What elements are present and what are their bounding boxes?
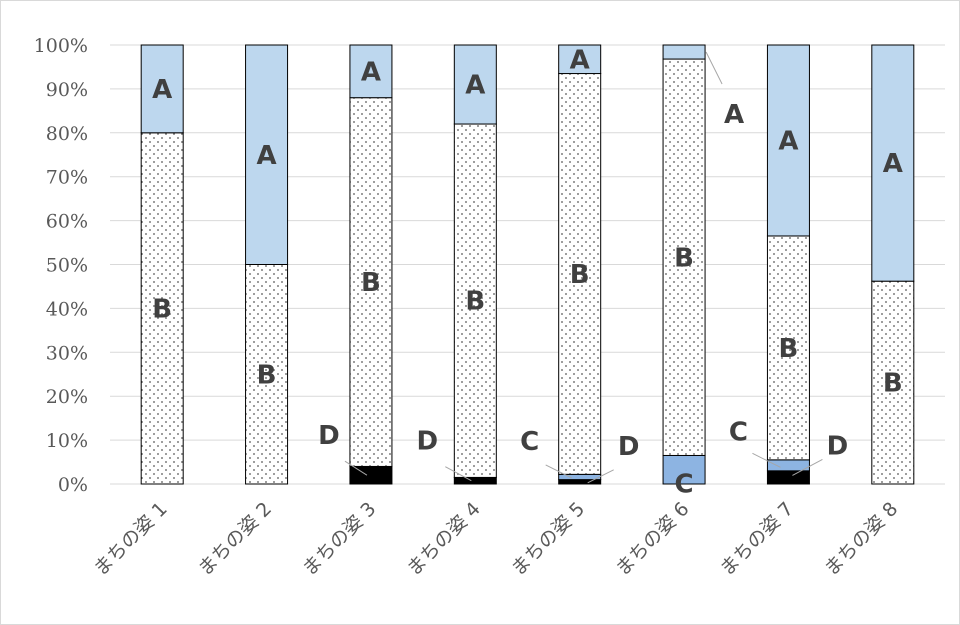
segment-label-b: B — [361, 268, 381, 298]
segment-label-a: A — [778, 126, 798, 156]
bar-segment-b — [245, 264, 289, 485]
bar-segment-c — [662, 454, 706, 485]
segment-label-c: C — [520, 427, 539, 457]
callout-lines — [344, 51, 823, 484]
segment-label-c: C — [675, 470, 694, 500]
segment-label-a: A — [724, 100, 744, 130]
segment-label-d: D — [827, 431, 849, 461]
bar-segment-a — [558, 44, 602, 75]
category-label: まちの姿 1 — [90, 498, 172, 580]
segment-label-d: D — [417, 427, 439, 457]
callout-leader-line — [705, 51, 723, 85]
y-tick-label: 70% — [46, 167, 88, 189]
bar-segment-d — [453, 476, 497, 485]
segment-labels: A B A B A B D A B D A B C D A B C A B C D A B — [152, 45, 903, 499]
category-label: まちの姿 2 — [194, 498, 276, 580]
category-label: まちの姿 8 — [820, 498, 902, 580]
y-tick-label: 60% — [46, 211, 88, 233]
bar-segment-b — [349, 97, 393, 467]
x-axis: まちの姿 1 まちの姿 2 まちの姿 3 まちの姿 4 まちの姿 5 まちの姿 6 まちの姿… — [90, 498, 903, 580]
segment-label-b: B — [883, 369, 903, 399]
y-tick-label: 20% — [46, 386, 88, 408]
bar-segment-b — [453, 123, 497, 478]
segment-label-a: A — [570, 45, 590, 75]
callout-leader-line — [344, 460, 368, 476]
gridlines — [110, 44, 945, 485]
callout-leader-line — [445, 466, 472, 482]
segment-label-b: B — [674, 243, 694, 273]
bar-segment-d — [558, 479, 602, 485]
segment-label-d: D — [618, 432, 640, 462]
y-tick-label: 90% — [46, 79, 88, 101]
segment-label-b: B — [257, 360, 277, 390]
segment-label-c: C — [729, 417, 748, 447]
bar-segment-b — [558, 73, 602, 475]
segment-label-b: B — [465, 287, 485, 317]
y-tick-label: 50% — [46, 255, 88, 277]
category-label: まちの姿 5 — [507, 498, 589, 580]
callout-leader-line — [587, 469, 614, 484]
segment-label-a: A — [361, 57, 381, 87]
category-label: まちの姿 7 — [716, 498, 798, 580]
bar-segment-a — [140, 44, 184, 134]
y-tick-label: 30% — [46, 342, 88, 364]
y-axis: 0% 10% 20% 30% 40% 50% 60% 70% 80% 90% 100% — [34, 35, 88, 496]
bar-segment-a — [245, 44, 289, 265]
bars — [140, 44, 915, 485]
bar-segment-b — [871, 280, 915, 485]
y-tick-label: 0% — [58, 474, 88, 496]
bar-segment-d — [349, 465, 393, 485]
bar-segment-a — [453, 44, 497, 125]
callout-leader-line — [792, 458, 823, 476]
segment-label-a: A — [883, 149, 903, 179]
callout-leader-line — [545, 464, 572, 479]
bar-segment-a — [766, 44, 810, 237]
segment-label-a: A — [465, 71, 485, 101]
bar-segment-a — [662, 44, 706, 60]
bar-segment-d — [766, 470, 810, 485]
y-tick-label: 100% — [34, 35, 88, 57]
y-tick-label: 40% — [46, 298, 88, 320]
segment-label-b: B — [570, 260, 590, 290]
segment-label-b: B — [779, 334, 799, 364]
y-tick-label: 10% — [46, 430, 88, 452]
category-label: まちの姿 3 — [298, 498, 380, 580]
segment-label-b: B — [152, 294, 172, 324]
bar-segment-b — [662, 58, 706, 456]
callout-leader-line — [752, 452, 781, 468]
segment-label-a: A — [257, 141, 277, 171]
bar-segment-a — [871, 44, 915, 282]
segment-label-d: D — [318, 421, 340, 451]
bar-segment-b — [140, 132, 184, 485]
bar-segment-a — [349, 44, 393, 99]
category-label: まちの姿 4 — [403, 498, 485, 580]
y-tick-label: 80% — [46, 123, 88, 145]
category-label: まちの姿 6 — [611, 498, 693, 580]
segment-label-a: A — [152, 75, 172, 105]
bar-segment-b — [766, 235, 810, 461]
